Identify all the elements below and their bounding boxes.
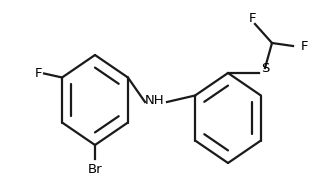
Text: F: F — [301, 40, 308, 52]
Text: F: F — [248, 12, 256, 25]
Text: NH: NH — [145, 94, 165, 107]
Text: S: S — [261, 61, 269, 74]
Text: F: F — [35, 67, 42, 80]
Text: Br: Br — [88, 163, 102, 176]
